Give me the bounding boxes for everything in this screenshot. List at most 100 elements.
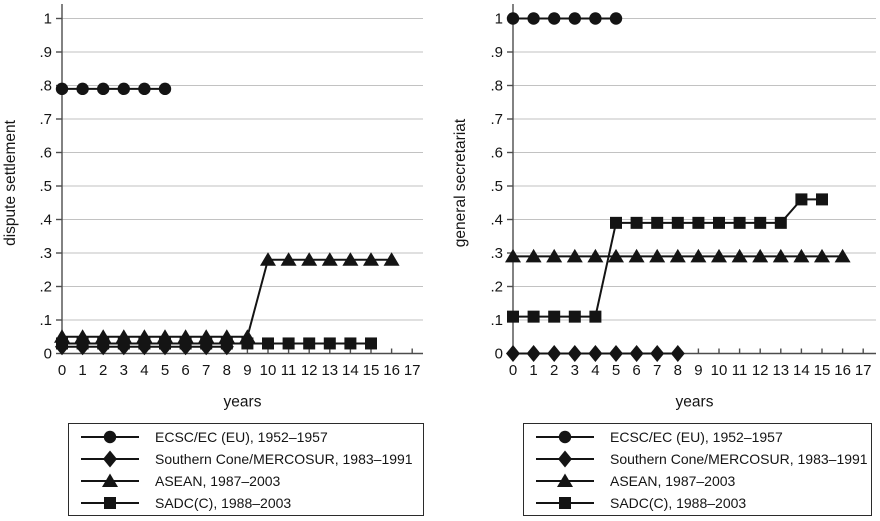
- x-tick-label: 15: [814, 362, 831, 379]
- triangle-glyph: [557, 473, 573, 487]
- series-square-point: [159, 337, 171, 350]
- x-tick-label: 8: [674, 362, 682, 379]
- series-diamond-point: [609, 345, 623, 362]
- legend-item-asean: ASEAN, 1987–2003: [79, 470, 423, 492]
- series-square-point: [548, 310, 561, 323]
- x-tick-label: 10: [260, 362, 277, 379]
- series-triangle-point: [628, 248, 645, 263]
- y-tick-label: .2: [490, 279, 503, 296]
- x-tick-label: 17: [855, 362, 872, 379]
- series-square-point: [138, 337, 151, 350]
- x-tick-label: 2: [550, 362, 558, 379]
- series-square-point: [179, 337, 192, 350]
- series-triangle-point: [363, 252, 379, 266]
- series-square-point: [344, 337, 357, 350]
- series-diamond-point: [588, 345, 603, 362]
- series-triangle-point: [546, 248, 563, 263]
- diamond-marker-icon: [536, 450, 594, 467]
- y-tick-label: .1: [490, 312, 503, 329]
- x-tick-label: 16: [834, 362, 851, 379]
- series-circle-point: [506, 12, 520, 25]
- general-secretariat-chart: 0.1.2.3.4.5.6.7.8.910 1 2 3 4 5 6 7 8 9 10 11 12 13 14…: [452, 4, 876, 411]
- series-diamond-point: [650, 345, 665, 362]
- triangle-marker-icon: [536, 473, 594, 487]
- series-square-point: [568, 310, 581, 323]
- series-triangle-point: [608, 248, 624, 263]
- y-tick-label: .5: [39, 178, 52, 195]
- series-square-point: [76, 337, 89, 350]
- series-square-point: [692, 216, 705, 229]
- series-circle-point: [117, 82, 130, 96]
- y-tick-label: .3: [39, 245, 52, 262]
- x-tick-label: 6: [632, 362, 640, 379]
- x-tick-label: 4: [140, 362, 148, 379]
- y-tick-label: 1: [44, 11, 52, 28]
- legend-item-label: SADC(C), 1988–2003: [155, 494, 292, 511]
- x-tick-label: 1: [78, 362, 86, 379]
- series-square-point: [589, 310, 602, 323]
- series-triangle-point: [505, 248, 521, 263]
- diamond-glyph: [103, 450, 117, 467]
- y-tick-label: 0: [495, 346, 503, 363]
- legend-item-sadc: SADC(C), 1988–2003: [79, 492, 423, 514]
- x-tick-label: 14: [342, 362, 359, 379]
- series-triangle-point: [834, 248, 851, 263]
- series-diamond-point: [670, 345, 685, 362]
- y-tick-label: .9: [39, 44, 52, 61]
- x-tick-label: 6: [181, 362, 189, 379]
- series-square-point: [754, 216, 767, 229]
- x-tick-label: 10: [711, 362, 728, 379]
- series-triangle-point: [383, 252, 400, 266]
- x-tick-label: 3: [120, 362, 128, 379]
- diamond-glyph: [558, 450, 572, 467]
- y-axis-title: dispute settlement: [2, 119, 19, 245]
- x-tick-label: 12: [301, 362, 318, 379]
- diamond-marker-icon: [81, 450, 139, 467]
- circle-marker-icon: [81, 430, 139, 443]
- y-tick-label: .2: [39, 279, 52, 296]
- square-glyph: [559, 496, 571, 509]
- x-tick-label: 1: [529, 362, 537, 379]
- x-tick-label: 13: [772, 362, 789, 379]
- series-triangle-point: [260, 252, 276, 266]
- series-diamond-point: [629, 345, 644, 362]
- series-square-point: [774, 216, 787, 229]
- series-triangle-point: [690, 248, 707, 263]
- series-square-point: [816, 193, 828, 206]
- x-tick-label: 13: [321, 362, 338, 379]
- x-tick-label: 4: [591, 362, 599, 379]
- legend-item-label: ECSC/EC (EU), 1952–1957: [610, 428, 783, 445]
- series-square-point: [200, 337, 213, 350]
- series-triangle-point: [566, 248, 583, 263]
- series-diamond-point: [506, 345, 520, 362]
- legend-item-asean: ASEAN, 1987–2003: [534, 470, 871, 492]
- x-tick-label: 7: [202, 362, 210, 379]
- series-circle-point: [589, 12, 602, 25]
- y-tick-label: .7: [490, 111, 503, 128]
- dispute-settlement-chart: 0.1.2.3.4.5.6.7.8.910 1 2 3 4 5 6 7 8 9 10 11 12 13 14…: [2, 4, 423, 411]
- series-square-point: [713, 216, 725, 229]
- x-tick-label: 5: [161, 362, 169, 379]
- x-tick-label: 15: [363, 362, 380, 379]
- series-square-point: [56, 337, 68, 350]
- y-tick-label: .5: [490, 178, 503, 195]
- square-marker-icon: [536, 496, 594, 509]
- x-tick-label: 3: [571, 362, 579, 379]
- y-tick-label: .4: [490, 212, 503, 229]
- series-square-point: [671, 216, 684, 229]
- series-square-point: [795, 193, 808, 206]
- square-marker-icon: [81, 496, 139, 509]
- series-square-point: [323, 337, 336, 350]
- x-tick-label: 0: [509, 362, 517, 379]
- circle-glyph: [103, 430, 117, 443]
- series-triangle-point: [711, 248, 727, 263]
- y-tick-label: .6: [39, 145, 52, 162]
- legend-item-label: SADC(C), 1988–2003: [610, 494, 747, 511]
- y-tick-label: .3: [490, 245, 503, 262]
- y-tick-label: .6: [490, 145, 503, 162]
- series-triangle-point: [587, 248, 604, 263]
- triangle-marker-icon: [81, 473, 139, 487]
- x-tick-label: 11: [281, 362, 297, 379]
- x-tick-label: 2: [99, 362, 107, 379]
